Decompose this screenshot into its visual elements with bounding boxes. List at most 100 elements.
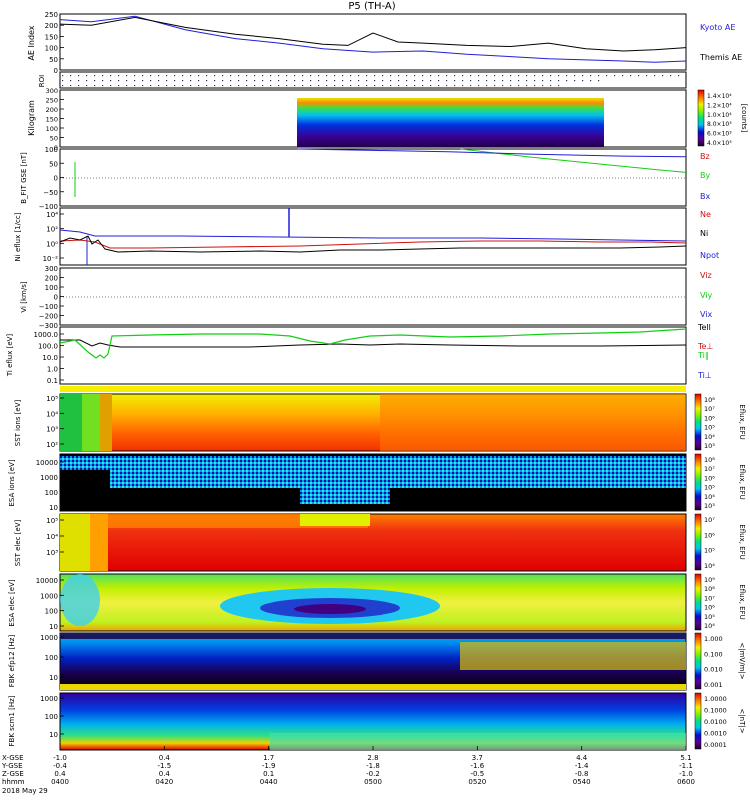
- roi-dot: [86, 85, 88, 87]
- roi-dot: [494, 75, 496, 77]
- legend-kyoto-ae: Kyoto AE: [700, 23, 735, 32]
- roi-dot: [518, 75, 520, 77]
- roi-dot: [518, 80, 520, 82]
- x-tick-label: -1.5: [157, 762, 171, 770]
- colorbar-tick-label: 10⁸: [704, 396, 715, 404]
- legend-ni: Ni: [700, 229, 708, 238]
- roi-dot: [462, 80, 464, 82]
- panel-esa-elec: ESA elec [eV] 10000 1000 100 10: [8, 573, 687, 632]
- roi-dot: [206, 75, 208, 77]
- density-ytick-label: 10⁴: [46, 211, 58, 219]
- roi-dot: [110, 85, 112, 87]
- roi-dot: [206, 80, 208, 82]
- roi-dot: [590, 75, 592, 77]
- roi-dot: [430, 75, 432, 77]
- roi-dot: [454, 80, 456, 82]
- panel-bfit: B_FIT GSE [nT] 100 50 0 −50 −100 Bz By Bx: [20, 146, 710, 211]
- kilogram-cbar-tick: 1.0×10⁴: [707, 112, 732, 119]
- x-tick-label: -1.1: [679, 762, 693, 770]
- roi-dot: [270, 75, 272, 77]
- colorbar-tick-label: 0.0010: [704, 730, 727, 738]
- roi-dot: [422, 85, 424, 87]
- roi-dot: [470, 85, 472, 87]
- esa-ion-ytick-label: 10000: [36, 459, 58, 467]
- roi-dot: [382, 80, 384, 82]
- roi-dot: [662, 75, 664, 77]
- roi-dot: [350, 75, 352, 77]
- roi-dot: [518, 85, 520, 87]
- roi-dot: [582, 75, 584, 77]
- sst-ion-ytick-label: 10⁵: [46, 395, 58, 403]
- roi-dot: [470, 80, 472, 82]
- velocity-ytick-label: −300: [39, 322, 58, 330]
- roi-dot: [262, 80, 264, 82]
- roi-dot: [206, 85, 208, 87]
- sst-ion-ytick-label: 10⁴: [46, 410, 58, 418]
- legend-by: By: [700, 171, 710, 180]
- ti-par-line: [59, 328, 687, 359]
- esa-elec-colorbar: [694, 573, 702, 631]
- x-tick-label: 0520: [468, 778, 486, 786]
- roi-dot: [294, 80, 296, 82]
- roi-dot: [110, 75, 112, 77]
- roi-dot: [326, 75, 328, 77]
- kilogram-ytick-label: 200: [46, 106, 58, 114]
- roi-dot: [126, 85, 128, 87]
- roi-dot: [646, 75, 648, 77]
- roi-dot: [358, 75, 360, 77]
- plot-title: P5 (TH-A): [348, 1, 395, 12]
- roi-dot: [478, 80, 480, 82]
- roi-dot: [182, 80, 184, 82]
- roi-dot: [278, 75, 280, 77]
- roi-dot: [310, 85, 312, 87]
- legend-npot: Npot: [700, 251, 719, 260]
- roi-dot: [342, 80, 344, 82]
- temperature-ytick-label: 100.0: [38, 343, 58, 351]
- x-tick-label: 1.7: [263, 754, 274, 762]
- x-tick-label: 3.7: [472, 754, 483, 762]
- colorbar-tick-label: 10⁴: [704, 622, 715, 630]
- roi-dot: [182, 75, 184, 77]
- roi-dot: [310, 75, 312, 77]
- roi-dot: [558, 75, 560, 77]
- colorbar-tick-label: 10⁶: [704, 531, 715, 539]
- bx-line: [297, 148, 687, 158]
- roi-dot: [350, 80, 352, 82]
- fbk-b-ytick-label: 10: [49, 731, 58, 739]
- velocity-ytick-label: 100: [45, 284, 58, 292]
- roi-dot: [62, 80, 64, 82]
- temperature-ytick-label: 1.0: [47, 366, 58, 374]
- roi-dot: [118, 75, 120, 77]
- velocity-ytick-label: −100: [39, 303, 58, 311]
- ae-ytick-label: 250: [45, 11, 58, 19]
- roi-dot: [158, 85, 160, 87]
- roi-dot: [70, 75, 72, 77]
- roi-dot: [318, 80, 320, 82]
- roi-dot: [342, 75, 344, 77]
- bfit-ytick-label: 50: [49, 160, 58, 168]
- sst-ion-ylabel: SST ions [eV]: [14, 399, 22, 446]
- roi-dot: [198, 80, 200, 82]
- panel-density: Ni eflux [1/cc] 10⁴ 10² 10⁰ 10⁻² Ne Ni Npot: [14, 207, 719, 266]
- kilogram-ytick-label: 100: [46, 125, 58, 133]
- kilogram-ytick-label: 300: [46, 87, 58, 95]
- roi-dot: [398, 75, 400, 77]
- kilogram-cbar-label: [counts]: [740, 104, 748, 133]
- roi-dot: [366, 75, 368, 77]
- roi-dot: [534, 75, 536, 77]
- roi-dot: [334, 75, 336, 77]
- roi-dot: [606, 75, 608, 77]
- roi-dot: [414, 80, 416, 82]
- roi-dot: [366, 80, 368, 82]
- roi-dot: [238, 80, 240, 82]
- bfit-ylabel: B_FIT GSE [nT]: [20, 152, 28, 204]
- roi-dot: [622, 75, 624, 77]
- x-tick-label: -0.2: [366, 770, 380, 778]
- colorbar-tick-label: 1.0000: [704, 695, 727, 703]
- roi-dot: [358, 80, 360, 82]
- colorbar-label: Eflux, EFU: [738, 464, 746, 499]
- roi-dot: [398, 80, 400, 82]
- roi-dot: [166, 80, 168, 82]
